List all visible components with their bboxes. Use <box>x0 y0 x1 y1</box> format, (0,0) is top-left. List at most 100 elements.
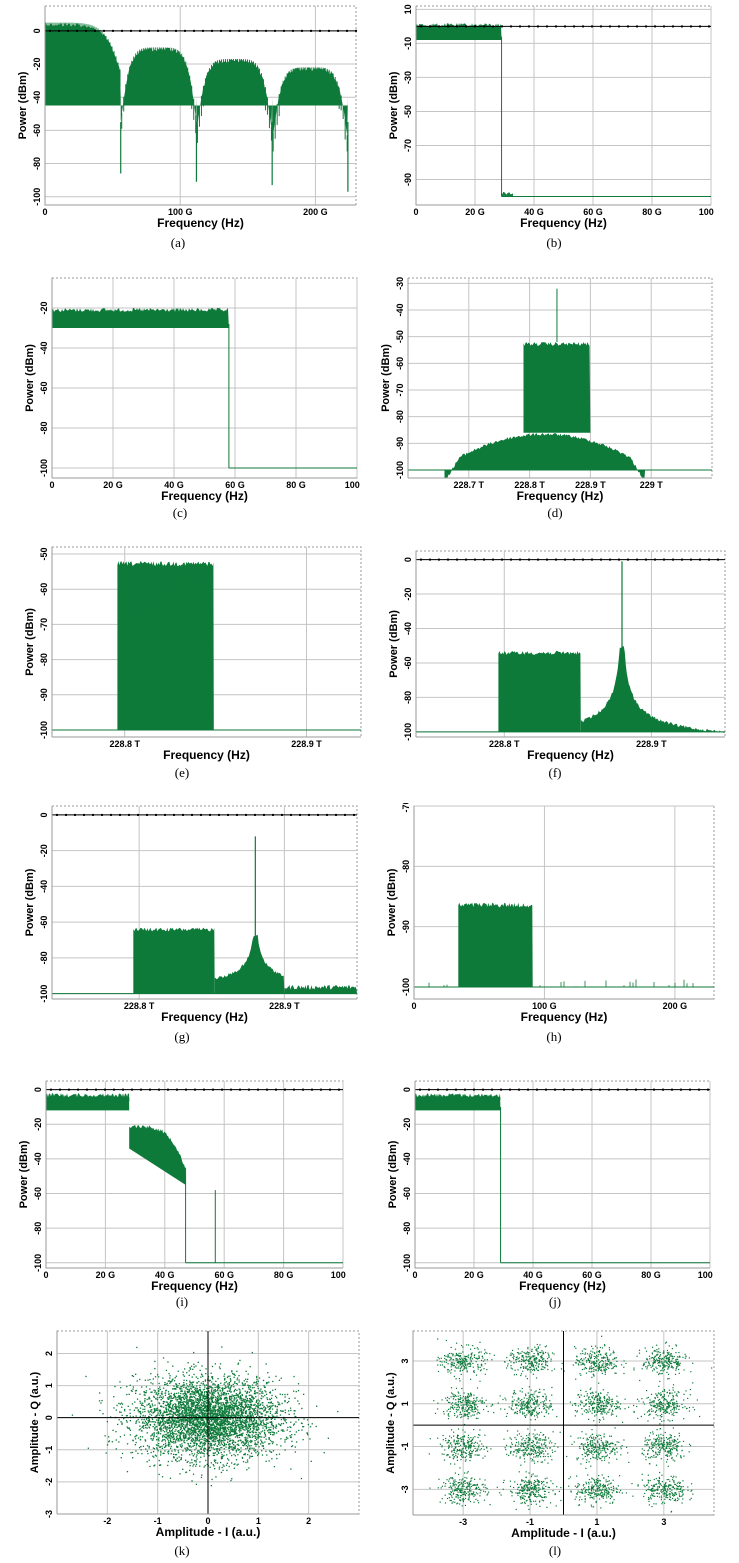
scatter-point <box>211 1392 213 1394</box>
scatter-point <box>159 1412 161 1415</box>
scatter-point <box>193 1373 195 1376</box>
scatter-point <box>162 1430 164 1432</box>
scatter-point <box>71 1414 74 1416</box>
scatter-point <box>220 1433 223 1436</box>
chart-panel-e: 228.8 T 228.9 T-50-60-70-80-90-100Frequen… <box>24 546 362 762</box>
scatter-point <box>175 1439 177 1441</box>
scatter-point <box>190 1442 192 1444</box>
scatter-point <box>167 1408 169 1410</box>
scatter-point <box>289 1426 291 1428</box>
scatter-point <box>198 1392 200 1394</box>
x-tick-label: 80 G <box>642 207 662 217</box>
y-tick-label: -60 <box>39 916 49 929</box>
scatter-point <box>164 1433 166 1436</box>
scatter-point <box>247 1444 249 1446</box>
x-axis-title: Frequency (Hz) <box>527 748 614 762</box>
scatter-point <box>177 1386 179 1388</box>
scatter-point <box>245 1424 247 1426</box>
scatter-point <box>217 1391 219 1394</box>
scatter-point <box>230 1479 232 1482</box>
reference-marker <box>591 25 593 28</box>
scatter-point <box>229 1423 231 1425</box>
scatter-point <box>153 1434 155 1436</box>
scatter-point <box>174 1440 177 1442</box>
scatter-point <box>215 1422 217 1424</box>
reference-marker <box>627 558 629 561</box>
scatter-point <box>171 1379 173 1381</box>
scatter-point <box>194 1396 196 1399</box>
y-tick-label: -50 <box>403 105 413 118</box>
scatter-point <box>186 1399 188 1401</box>
y-tick-label: -80 <box>39 653 49 666</box>
scatter-point <box>178 1421 180 1424</box>
scatter-point <box>223 1437 225 1439</box>
scatter-point <box>233 1441 235 1443</box>
scatter-point <box>189 1424 191 1426</box>
scatter-point <box>214 1386 216 1389</box>
reference-marker <box>465 558 467 561</box>
scatter-point <box>228 1411 231 1413</box>
scatter-point <box>187 1437 189 1440</box>
reference-marker <box>627 25 629 28</box>
x-axis-title: Frequency (Hz) <box>520 216 607 230</box>
scatter-point <box>222 1402 225 1404</box>
scatter-point <box>182 1468 184 1470</box>
scatter-point <box>206 1404 208 1407</box>
scatter-point <box>201 1393 203 1396</box>
scatter-point <box>270 1421 272 1424</box>
reference-marker <box>230 1088 232 1091</box>
reference-marker <box>501 558 503 561</box>
reference-marker <box>335 813 337 816</box>
reference-marker <box>446 1088 448 1091</box>
scatter-point <box>256 1443 258 1445</box>
reference-marker <box>284 1088 286 1091</box>
scatter-point <box>257 1434 260 1436</box>
scatter-point <box>160 1425 162 1427</box>
scatter-point <box>233 1389 236 1392</box>
scatter-point <box>145 1448 147 1450</box>
scatter-point <box>195 1405 197 1407</box>
reference-marker <box>157 29 159 32</box>
scatter-point <box>248 1457 251 1459</box>
scatter-point <box>226 1424 228 1426</box>
scatter-point <box>179 1409 181 1412</box>
scatter-point <box>154 1464 156 1466</box>
scatter-point <box>175 1442 177 1444</box>
scatter-point <box>175 1407 177 1410</box>
scatter-point <box>190 1436 192 1438</box>
scatter-point <box>196 1423 198 1425</box>
scatter-point <box>170 1422 172 1424</box>
scatter-point <box>151 1409 153 1411</box>
scatter-point <box>132 1415 134 1418</box>
scatter-point <box>195 1438 197 1440</box>
scatter-point <box>217 1423 219 1425</box>
scatter-point <box>216 1437 218 1439</box>
scatter-point <box>159 1409 161 1411</box>
scatter-point <box>181 1439 183 1441</box>
scatter-point <box>215 1476 217 1478</box>
scatter-point <box>172 1453 175 1455</box>
scatter-point <box>167 1438 169 1440</box>
scatter-point <box>173 1457 175 1459</box>
scatter-point <box>250 1439 252 1442</box>
reference-marker <box>564 558 566 561</box>
scatter-point <box>252 1396 254 1399</box>
scatter-point <box>237 1418 239 1420</box>
scatter-point <box>166 1419 168 1421</box>
scatter-point <box>142 1414 144 1417</box>
scatter-point <box>142 1408 144 1410</box>
scatter-point <box>249 1386 252 1388</box>
scatter-point <box>218 1423 220 1425</box>
scatter-point <box>272 1389 274 1391</box>
reference-marker <box>672 25 674 28</box>
reference-marker <box>229 29 231 32</box>
reference-marker <box>645 558 647 561</box>
scatter-point <box>180 1406 182 1408</box>
scatter-point <box>160 1454 162 1456</box>
scatter-point <box>290 1468 292 1470</box>
scatter-point <box>199 1393 201 1395</box>
scatter-point <box>259 1422 262 1424</box>
reference-marker <box>112 29 114 32</box>
y-tick-label: -90 <box>401 920 411 933</box>
